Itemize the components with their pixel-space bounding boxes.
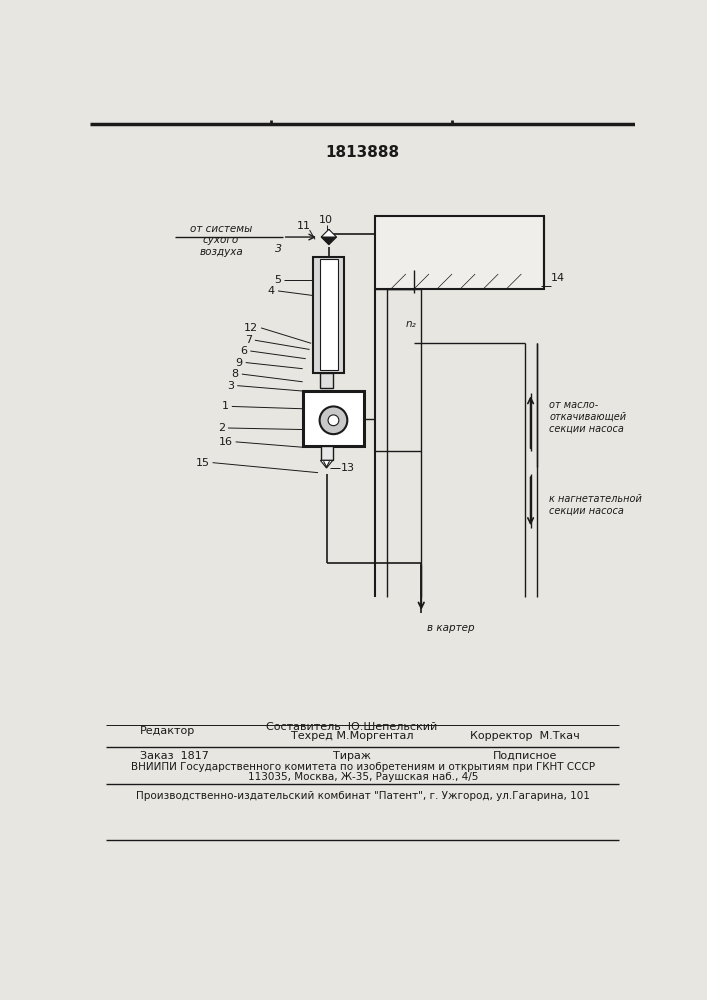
Text: 6: 6 — [240, 346, 247, 356]
Text: от системы
сухого
воздуха: от системы сухого воздуха — [190, 224, 252, 257]
Text: Подписное: Подписное — [493, 751, 557, 761]
Text: 1813888: 1813888 — [326, 145, 399, 160]
Text: Производственно-издательский комбинат "Патент", г. Ужгород, ул.Гагарина, 101: Производственно-издательский комбинат "П… — [136, 791, 590, 801]
Text: 3: 3 — [275, 244, 282, 254]
Text: ВНИИПИ Государственного комитета по изобретениям и открытиям при ГКНТ СССР: ВНИИПИ Государственного комитета по изоб… — [131, 762, 595, 772]
Text: 9: 9 — [235, 358, 243, 368]
Text: 11: 11 — [297, 221, 311, 231]
Text: Техред М.Моргентал: Техред М.Моргентал — [291, 731, 413, 741]
Circle shape — [320, 406, 347, 434]
Text: Тираж: Тираж — [333, 751, 371, 761]
Text: 14: 14 — [551, 273, 565, 283]
Text: Корректор  М.Ткач: Корректор М.Ткач — [470, 731, 580, 741]
Bar — [320, 259, 338, 370]
Bar — [320, 373, 334, 388]
Bar — [321, 446, 333, 460]
Text: 15: 15 — [196, 458, 209, 468]
Text: 12: 12 — [244, 323, 258, 333]
Bar — [375, 216, 544, 289]
Text: от масло-
откачивающей
секции насоса: от масло- откачивающей секции насоса — [549, 400, 626, 433]
Text: Заказ  1817: Заказ 1817 — [140, 751, 209, 761]
Text: 8: 8 — [232, 369, 239, 379]
Text: 7: 7 — [245, 335, 252, 345]
Text: в картер: в картер — [428, 623, 475, 633]
Polygon shape — [320, 460, 333, 468]
Bar — [313, 257, 344, 373]
Bar — [303, 391, 364, 446]
Text: 10: 10 — [319, 215, 333, 225]
Text: 5: 5 — [274, 275, 281, 285]
Text: 16: 16 — [218, 437, 233, 447]
Circle shape — [328, 415, 339, 426]
Text: 3: 3 — [227, 381, 234, 391]
Text: 1: 1 — [222, 401, 229, 411]
Text: Составитель  Ю.Шепельский: Составитель Ю.Шепельский — [267, 722, 438, 732]
Text: 4: 4 — [268, 286, 275, 296]
Text: 2: 2 — [218, 423, 225, 433]
Text: к нагнетательной
секции насоса: к нагнетательной секции насоса — [549, 494, 642, 516]
Text: 113035, Москва, Ж-35, Раушская наб., 4/5: 113035, Москва, Ж-35, Раушская наб., 4/5 — [247, 772, 478, 782]
Text: n₂: n₂ — [406, 319, 416, 329]
Text: 13: 13 — [340, 463, 354, 473]
Text: Редактор: Редактор — [140, 726, 195, 736]
Polygon shape — [321, 229, 337, 237]
Polygon shape — [321, 237, 337, 245]
